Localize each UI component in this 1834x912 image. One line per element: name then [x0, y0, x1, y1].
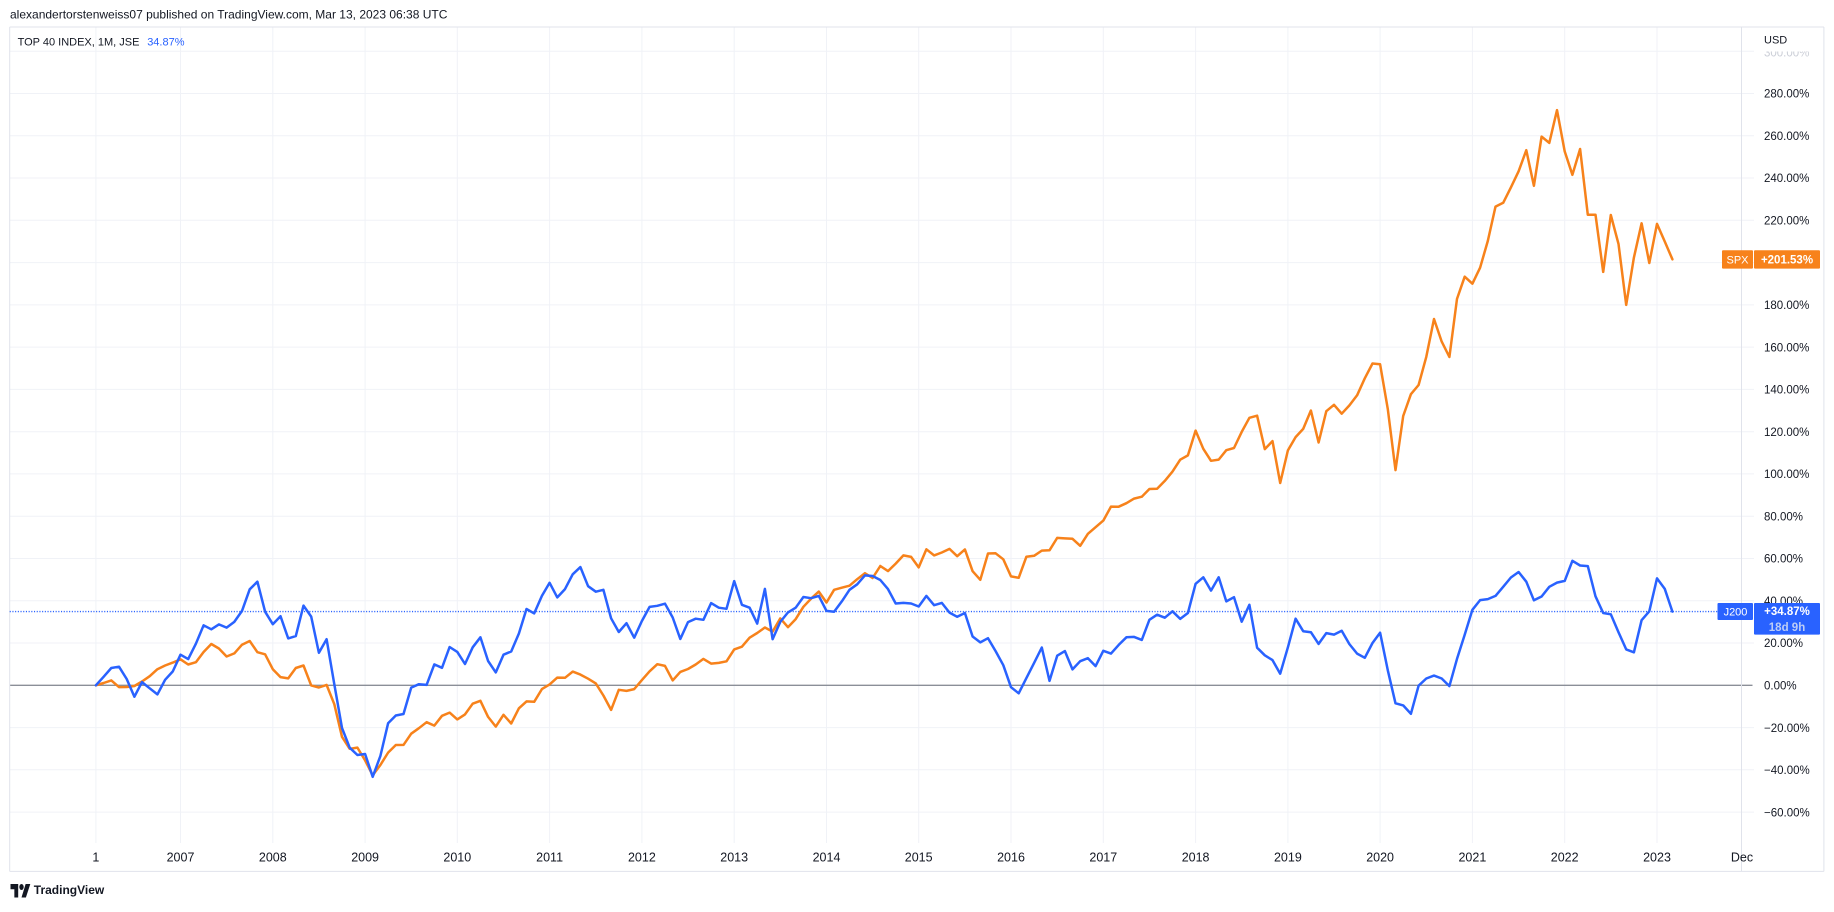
- svg-text:2012: 2012: [628, 851, 656, 865]
- svg-text:34.87%: 34.87%: [147, 37, 185, 49]
- svg-text:2021: 2021: [1458, 851, 1486, 865]
- svg-text:220.00%: 220.00%: [1764, 216, 1809, 228]
- svg-text:0.00%: 0.00%: [1764, 681, 1797, 693]
- svg-text:2017: 2017: [1089, 851, 1117, 865]
- svg-text:2010: 2010: [443, 851, 471, 865]
- svg-text:+201.53%: +201.53%: [1761, 255, 1813, 267]
- svg-text:100.00%: 100.00%: [1764, 469, 1809, 481]
- svg-text:120.00%: 120.00%: [1764, 427, 1809, 439]
- svg-text:−40.00%: −40.00%: [1764, 765, 1810, 777]
- svg-text:280.00%: 280.00%: [1764, 89, 1809, 101]
- svg-text:USD: USD: [1764, 35, 1787, 47]
- svg-text:2007: 2007: [167, 851, 195, 865]
- svg-text:2018: 2018: [1182, 851, 1210, 865]
- svg-text:TOP 40 INDEX, 1M, JSE: TOP 40 INDEX, 1M, JSE: [18, 37, 140, 49]
- svg-text:2023: 2023: [1643, 851, 1671, 865]
- svg-text:Dec: Dec: [1731, 851, 1753, 865]
- svg-text:60.00%: 60.00%: [1764, 554, 1803, 566]
- svg-text:2009: 2009: [351, 851, 379, 865]
- svg-text:20.00%: 20.00%: [1764, 638, 1803, 650]
- svg-text:SPX: SPX: [1726, 254, 1749, 266]
- svg-text:18d 9h: 18d 9h: [1769, 622, 1805, 634]
- svg-text:2015: 2015: [905, 851, 933, 865]
- svg-text:140.00%: 140.00%: [1764, 385, 1809, 397]
- svg-text:160.00%: 160.00%: [1764, 342, 1809, 354]
- svg-text:1: 1: [92, 851, 99, 865]
- svg-text:alexandertorstenweiss07 publis: alexandertorstenweiss07 published on Tra…: [10, 7, 448, 21]
- svg-text:TradingView: TradingView: [34, 883, 105, 897]
- svg-text:+34.87%: +34.87%: [1764, 606, 1810, 618]
- svg-text:2022: 2022: [1551, 851, 1579, 865]
- svg-text:240.00%: 240.00%: [1764, 173, 1809, 185]
- svg-text:2011: 2011: [536, 851, 563, 865]
- svg-text:260.00%: 260.00%: [1764, 131, 1809, 143]
- svg-text:2014: 2014: [813, 851, 841, 865]
- svg-text:2020: 2020: [1366, 851, 1394, 865]
- svg-text:2013: 2013: [720, 851, 748, 865]
- svg-text:2016: 2016: [997, 851, 1025, 865]
- svg-text:180.00%: 180.00%: [1764, 300, 1809, 312]
- svg-text:J200: J200: [1724, 606, 1748, 618]
- svg-text:80.00%: 80.00%: [1764, 511, 1803, 523]
- svg-text:2019: 2019: [1274, 851, 1302, 865]
- svg-text:−60.00%: −60.00%: [1764, 807, 1810, 819]
- svg-text:−20.00%: −20.00%: [1764, 723, 1810, 735]
- svg-text:2008: 2008: [259, 851, 287, 865]
